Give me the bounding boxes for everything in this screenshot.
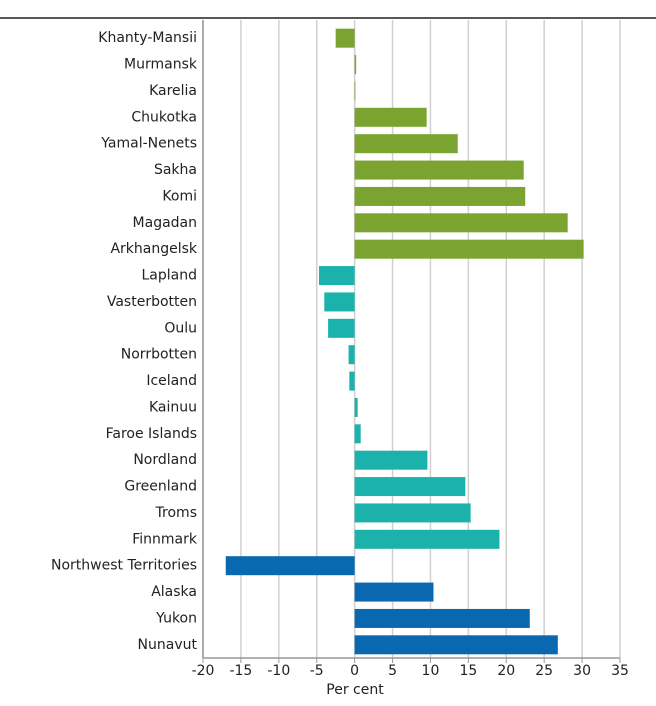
y-tick-label: Norrbotten bbox=[121, 347, 197, 363]
x-tick-label: -20 bbox=[192, 663, 215, 679]
bar bbox=[225, 556, 355, 576]
bar bbox=[348, 345, 355, 365]
y-tick-label: Greenland bbox=[124, 479, 197, 495]
bar bbox=[354, 503, 471, 523]
bar bbox=[354, 582, 434, 602]
y-tick-label: Murmansk bbox=[124, 57, 198, 73]
x-axis-label: Per cent bbox=[326, 682, 384, 698]
x-tick-label: 0 bbox=[350, 663, 359, 679]
x-tick-label: 5 bbox=[388, 663, 397, 679]
y-tick-label: Chukotka bbox=[131, 109, 197, 125]
bar bbox=[354, 55, 357, 75]
x-tick-label: 30 bbox=[573, 663, 591, 679]
bar bbox=[319, 266, 355, 286]
bar bbox=[354, 107, 427, 127]
bar bbox=[354, 239, 584, 259]
y-tick-label: Finnmark bbox=[132, 531, 198, 547]
bar bbox=[335, 28, 355, 48]
y-tick-label: Yamal-Nenets bbox=[100, 136, 197, 152]
x-tick-label: 35 bbox=[611, 663, 629, 679]
y-tick-label: Alaska bbox=[151, 584, 197, 600]
x-tick-label: -15 bbox=[229, 663, 252, 679]
bar bbox=[354, 81, 356, 101]
y-tick-label: Oulu bbox=[164, 320, 197, 336]
bar bbox=[354, 608, 530, 628]
x-tick-label: -5 bbox=[310, 663, 324, 679]
y-tick-label: Khanty-Mansii bbox=[98, 30, 197, 46]
y-tick-label: Yukon bbox=[155, 610, 197, 626]
x-tick-label: 10 bbox=[422, 663, 440, 679]
bar bbox=[354, 424, 361, 444]
bar bbox=[354, 134, 458, 154]
bar bbox=[354, 450, 428, 470]
y-tick-label: Lapland bbox=[142, 268, 198, 284]
bar bbox=[354, 635, 558, 655]
bar bbox=[324, 292, 355, 312]
x-tick-label: 15 bbox=[459, 663, 477, 679]
bar bbox=[354, 397, 358, 417]
bar bbox=[354, 213, 568, 233]
y-tick-label: Nunavut bbox=[138, 637, 198, 653]
y-tick-label: Arkhangelsk bbox=[110, 241, 197, 257]
bar bbox=[354, 529, 500, 549]
bar bbox=[349, 371, 355, 391]
y-tick-label: Komi bbox=[162, 188, 197, 204]
x-tick-label: -10 bbox=[267, 663, 290, 679]
y-tick-label: Troms bbox=[155, 505, 197, 521]
y-tick-label: Kainuu bbox=[149, 399, 197, 415]
bar bbox=[328, 318, 355, 338]
y-tick-label: Vasterbotten bbox=[107, 294, 197, 310]
bar bbox=[354, 186, 526, 206]
y-tick-label: Northwest Territories bbox=[51, 558, 197, 574]
y-tick-label: Faroe Islands bbox=[106, 426, 197, 442]
y-tick-label: Sakha bbox=[154, 162, 197, 178]
y-tick-label: Karelia bbox=[149, 83, 197, 99]
y-tick-label: Iceland bbox=[146, 373, 197, 389]
x-tick-label: 25 bbox=[535, 663, 553, 679]
bar bbox=[354, 477, 466, 497]
y-tick-label: Nordland bbox=[133, 452, 197, 468]
bar bbox=[354, 160, 524, 180]
x-tick-label: 20 bbox=[497, 663, 515, 679]
y-tick-label: Magadan bbox=[133, 215, 197, 231]
